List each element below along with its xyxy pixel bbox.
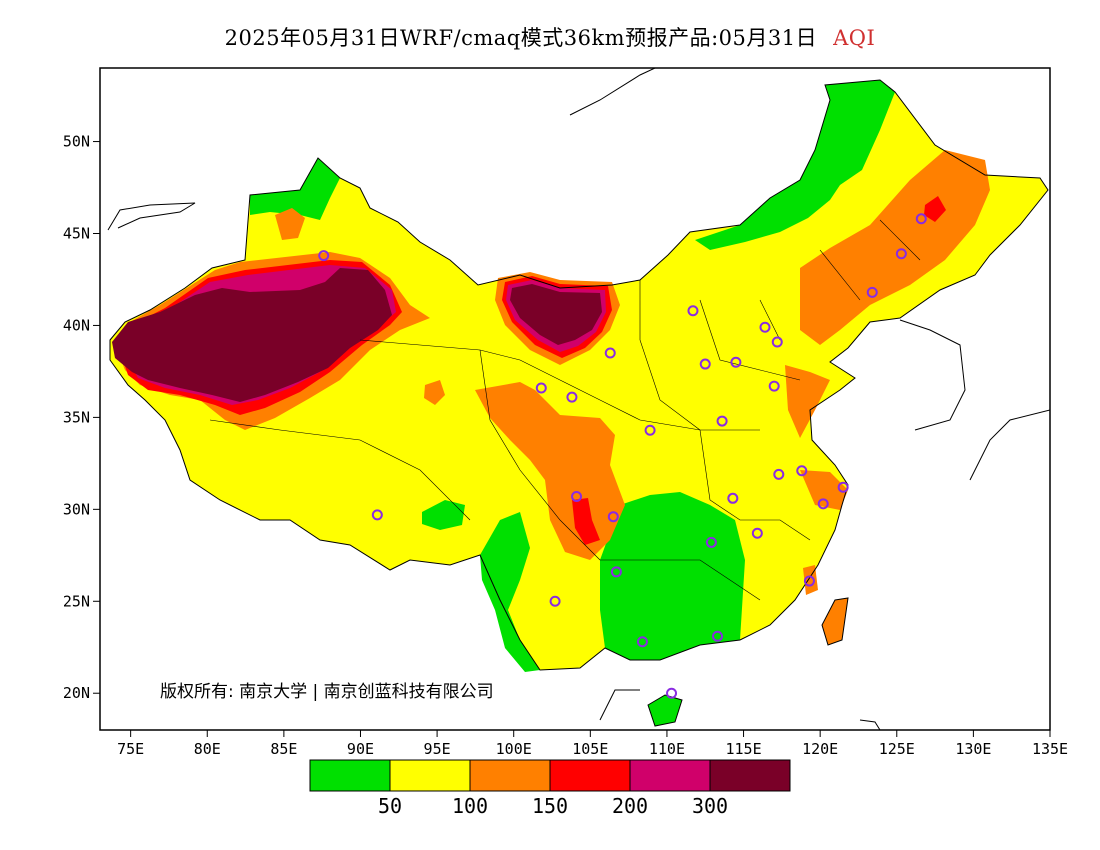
y-tick-label: 45N bbox=[63, 225, 90, 243]
x-tick-label: 75E bbox=[117, 740, 144, 758]
station-marker bbox=[666, 687, 678, 699]
station-marker bbox=[535, 382, 547, 394]
y-tick-label: 30N bbox=[63, 500, 90, 518]
y-tick-label: 35N bbox=[63, 408, 90, 426]
station-marker bbox=[803, 575, 815, 587]
colorbar-swatch bbox=[389, 759, 471, 792]
region-aqi-50 bbox=[480, 512, 540, 672]
country-outline bbox=[109, 79, 1049, 671]
region-aqi-50 bbox=[422, 500, 465, 530]
x-tick-label: 100E bbox=[496, 740, 532, 758]
map-title: 2025年05月31日WRF/cmaq模式36km预报产品:05月31日 AQI bbox=[0, 22, 1100, 52]
region-aqi-50 bbox=[695, 80, 895, 250]
station-marker bbox=[607, 511, 619, 523]
colorbar-label: 150 bbox=[532, 794, 568, 818]
station-marker bbox=[768, 380, 780, 392]
station-marker bbox=[699, 358, 711, 370]
x-tick-label: 90E bbox=[347, 740, 374, 758]
station-marker bbox=[866, 286, 878, 298]
region-aqi-150 bbox=[800, 150, 990, 345]
colorbar-swatch bbox=[629, 759, 711, 792]
map-field bbox=[107, 68, 1050, 730]
x-tick-label: 105E bbox=[572, 740, 608, 758]
x-axis-ticks: 75E 80E 85E 90E 95E 100E 105E 110E 115E 120E 125E 1… bbox=[117, 730, 1068, 758]
island-taiwan bbox=[821, 597, 849, 646]
aqi-colorbar: 50 100 150 200 300 bbox=[309, 759, 791, 818]
island-hainan bbox=[647, 694, 683, 727]
region-aqi-200 bbox=[924, 196, 946, 222]
station-marker bbox=[727, 492, 739, 504]
station-markers bbox=[318, 213, 927, 699]
x-tick-label: 115E bbox=[725, 740, 761, 758]
colorbar-swatch bbox=[549, 759, 631, 792]
x-tick-label: 135E bbox=[1032, 740, 1068, 758]
station-marker bbox=[712, 630, 723, 642]
station-marker bbox=[604, 347, 616, 359]
station-marker bbox=[610, 566, 622, 578]
x-tick-label: 130E bbox=[955, 740, 991, 758]
station-marker bbox=[771, 336, 783, 348]
x-tick-label: 125E bbox=[879, 740, 915, 758]
x-tick-label: 95E bbox=[424, 740, 451, 758]
station-marker bbox=[915, 213, 927, 225]
x-tick-label: 120E bbox=[802, 740, 838, 758]
copyright-text: 版权所有: 南京大学 | 南京创蓝科技有限公司 bbox=[160, 682, 494, 702]
station-marker bbox=[895, 248, 907, 260]
station-marker bbox=[817, 498, 829, 510]
colorbar-swatch bbox=[309, 759, 391, 792]
region-aqi-150 bbox=[800, 470, 848, 510]
x-tick-label: 80E bbox=[194, 740, 221, 758]
region-aqi-50 bbox=[250, 158, 340, 220]
region-aqi-200 bbox=[572, 498, 600, 545]
region-aqi-50 bbox=[600, 492, 745, 660]
station-marker bbox=[636, 636, 648, 648]
region-aqi-150 bbox=[275, 208, 305, 240]
colorbar-swatch bbox=[469, 759, 551, 792]
station-marker bbox=[716, 415, 728, 427]
station-marker bbox=[751, 527, 763, 539]
station-marker bbox=[571, 490, 583, 502]
coastline-neighbors bbox=[107, 68, 1050, 730]
x-tick-label: 85E bbox=[270, 740, 297, 758]
region-aqi-150 bbox=[822, 598, 848, 645]
map-frame bbox=[99, 67, 1051, 731]
title-main: 2025年05月31日WRF/cmaq模式36km预报产品:05月31日 bbox=[224, 26, 818, 50]
station-marker bbox=[796, 465, 808, 477]
colorbar-label: 200 bbox=[612, 794, 648, 818]
region-aqi-50 bbox=[648, 695, 682, 726]
colorbar-swatch bbox=[709, 759, 791, 792]
title-variable: AQI bbox=[833, 26, 876, 50]
station-marker bbox=[773, 468, 785, 480]
station-marker bbox=[837, 481, 849, 493]
station-marker bbox=[566, 391, 578, 403]
y-tick-label: 20N bbox=[63, 684, 90, 702]
y-tick-label: 40N bbox=[63, 316, 90, 334]
region-aqi-above-300 bbox=[510, 284, 602, 345]
region-aqi-above-300 bbox=[112, 268, 392, 402]
colorbar-label: 50 bbox=[378, 794, 402, 818]
region-aqi-100 bbox=[110, 80, 1048, 670]
station-marker bbox=[705, 536, 717, 548]
station-marker bbox=[371, 509, 383, 521]
station-marker bbox=[549, 595, 561, 607]
x-tick-label: 110E bbox=[649, 740, 685, 758]
station-marker bbox=[644, 424, 656, 436]
station-marker bbox=[318, 250, 330, 262]
station-marker bbox=[687, 305, 699, 317]
colorbar-label: 300 bbox=[692, 794, 728, 818]
station-marker bbox=[759, 321, 771, 333]
y-tick-label: 25N bbox=[63, 592, 90, 610]
y-axis-ticks: 20N 25N 30N 35N 40N 45N 50N bbox=[63, 133, 100, 702]
region-aqi-150 bbox=[803, 565, 818, 595]
region-aqi-150 bbox=[424, 380, 445, 405]
y-tick-label: 50N bbox=[63, 133, 90, 151]
region-aqi-150 bbox=[785, 365, 830, 438]
colorbar-label: 100 bbox=[452, 794, 488, 818]
station-marker bbox=[730, 356, 742, 368]
